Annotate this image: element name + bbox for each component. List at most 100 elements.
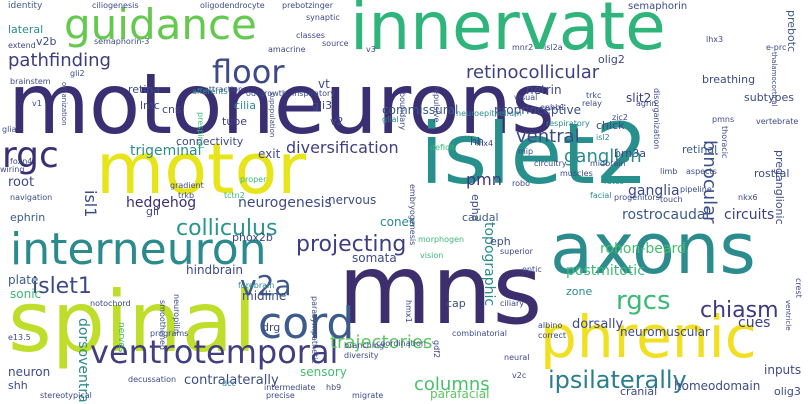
word-homeodomain: homeodomain [674, 379, 761, 393]
word-cns: cns [162, 103, 181, 116]
word-combinatorial: combinatorial [452, 329, 508, 338]
word-v2c: v2c [512, 371, 527, 380]
word-muscles: muscles [560, 169, 593, 178]
word-precise: precise [266, 391, 295, 400]
word-zic2: zic2 [612, 113, 628, 122]
word-stereotypical: stereotypical [40, 391, 92, 400]
word-drg: drg [262, 321, 281, 334]
word-isl2a: isl2a [544, 43, 563, 52]
word-albino: albino [538, 321, 563, 330]
word-breathing: breathing [702, 73, 756, 86]
word-vision: vision [420, 251, 444, 260]
word-guidance: guidance [64, 0, 257, 49]
word-sonic: sonic [10, 287, 42, 301]
word-motoneurons: motoneurons [8, 55, 555, 153]
word-islet2: islet2 [420, 105, 649, 203]
word-gradient: gradient [170, 181, 204, 190]
word-oligodendrocyte: oligodendrocyte [200, 1, 265, 10]
word-aspects: aspects [686, 167, 717, 176]
word-thalamocortical: thalamocortical [770, 52, 778, 107]
word-v2b: v2b [36, 35, 57, 48]
word-neuropilin: neuropilin [172, 294, 181, 334]
word-motor: motor [96, 128, 307, 210]
word-mnr2: mnr2 [512, 43, 534, 52]
word-shh: shh [8, 379, 28, 392]
word-correct: correct [538, 331, 567, 340]
word-cilia: cilia [234, 99, 256, 112]
word-hh: hh [470, 135, 484, 148]
word-v2a: v2a [240, 269, 292, 302]
word-migrate: migrate [352, 391, 384, 400]
word-lmc: lmc [140, 99, 160, 112]
word-trigeminal: trigeminal [130, 143, 202, 159]
word-progenitors: progenitors [614, 193, 660, 202]
word-connectivity: connectivity [176, 135, 244, 148]
word-decussation: decussation [128, 375, 177, 384]
word-retinal: retinal [682, 143, 718, 156]
word-lateral: lateral [8, 23, 44, 36]
word-afferents: afferents [192, 87, 228, 96]
word-classes: classes [296, 31, 325, 40]
word-coordination: coordination [376, 339, 426, 348]
word-wiring: wiring [0, 165, 25, 174]
word-visual: visual [514, 93, 538, 102]
word-isl1: isl1 [81, 190, 100, 218]
word-brn3a: brn3a [614, 147, 647, 160]
word-contralaterally: contralaterally [184, 373, 279, 388]
word-ganglion: ganglion [564, 146, 642, 167]
word-trkc: trkc [586, 91, 602, 100]
word-caudal: caudal [462, 211, 499, 224]
word-eph: eph [490, 235, 511, 248]
word-gli: gli [146, 205, 160, 218]
word-vt: vt [318, 77, 330, 91]
word-touch: touch [660, 195, 683, 204]
word-glia: glia [2, 125, 17, 134]
word-innervate: innervate [350, 0, 666, 65]
word-dcc: dcc [222, 379, 236, 388]
word-optic: optic [522, 265, 542, 274]
word-retina: retina [128, 83, 161, 96]
word-cones: cones [380, 215, 416, 229]
word-glial: glial [382, 115, 399, 124]
word-ventrotemporal: ventrotemporal [90, 333, 339, 371]
word-cap: cap [446, 297, 466, 310]
word-floor: floor [212, 53, 285, 91]
word-chiasm: chiasm [700, 298, 779, 323]
word-respiratory: respiratory [546, 119, 590, 128]
word-olig3: olig3 [774, 385, 801, 398]
word-prebotzinger: prebotzinger [282, 1, 334, 10]
word-pmns: pmns [712, 115, 735, 124]
word-projecting: projecting [296, 232, 407, 257]
word-prebotc: prebotc [785, 10, 798, 53]
word-chick: chick [596, 119, 625, 132]
word-midline: midline [242, 289, 287, 303]
word-facial: facial [590, 191, 612, 200]
word-extend: extend [8, 41, 36, 50]
word-ipsilaterally: ipsilaterally [548, 366, 687, 394]
word-plate: plate [8, 273, 39, 287]
word-brainstem: brainstem [10, 77, 51, 86]
word-parafacial: parafacial [430, 387, 490, 401]
word-spinal: spinal [8, 273, 257, 371]
word-foxn4: foxn4 [10, 157, 33, 166]
word-tctn2: tctn2 [224, 191, 245, 200]
word-tube: tube [222, 115, 248, 128]
word-dorsally: dorsally [572, 317, 624, 332]
word-diversification: diversification [286, 138, 399, 157]
word-postmitotic: postmitotic [566, 263, 645, 279]
word-ciliogenesis: ciliogenesis [92, 1, 139, 10]
word-mip: mip [518, 147, 534, 156]
word-boundary: boundary [398, 92, 407, 131]
word-proprioceptive: proprioceptive [494, 103, 581, 117]
word-robo: robo [512, 179, 530, 188]
word-crest: crest [794, 278, 803, 298]
word-identity: identity [8, 1, 43, 11]
word-synaptic: synaptic [306, 13, 340, 22]
word-dorsoventral: dorsoventral [75, 318, 91, 404]
word-rohon-beard: rohon-beard [600, 241, 686, 257]
word-pipeline: pipeline [680, 185, 712, 194]
word-netrin: netrin [526, 83, 562, 97]
word-islet1: islet1 [32, 274, 92, 299]
word-zone: zone [566, 285, 593, 298]
